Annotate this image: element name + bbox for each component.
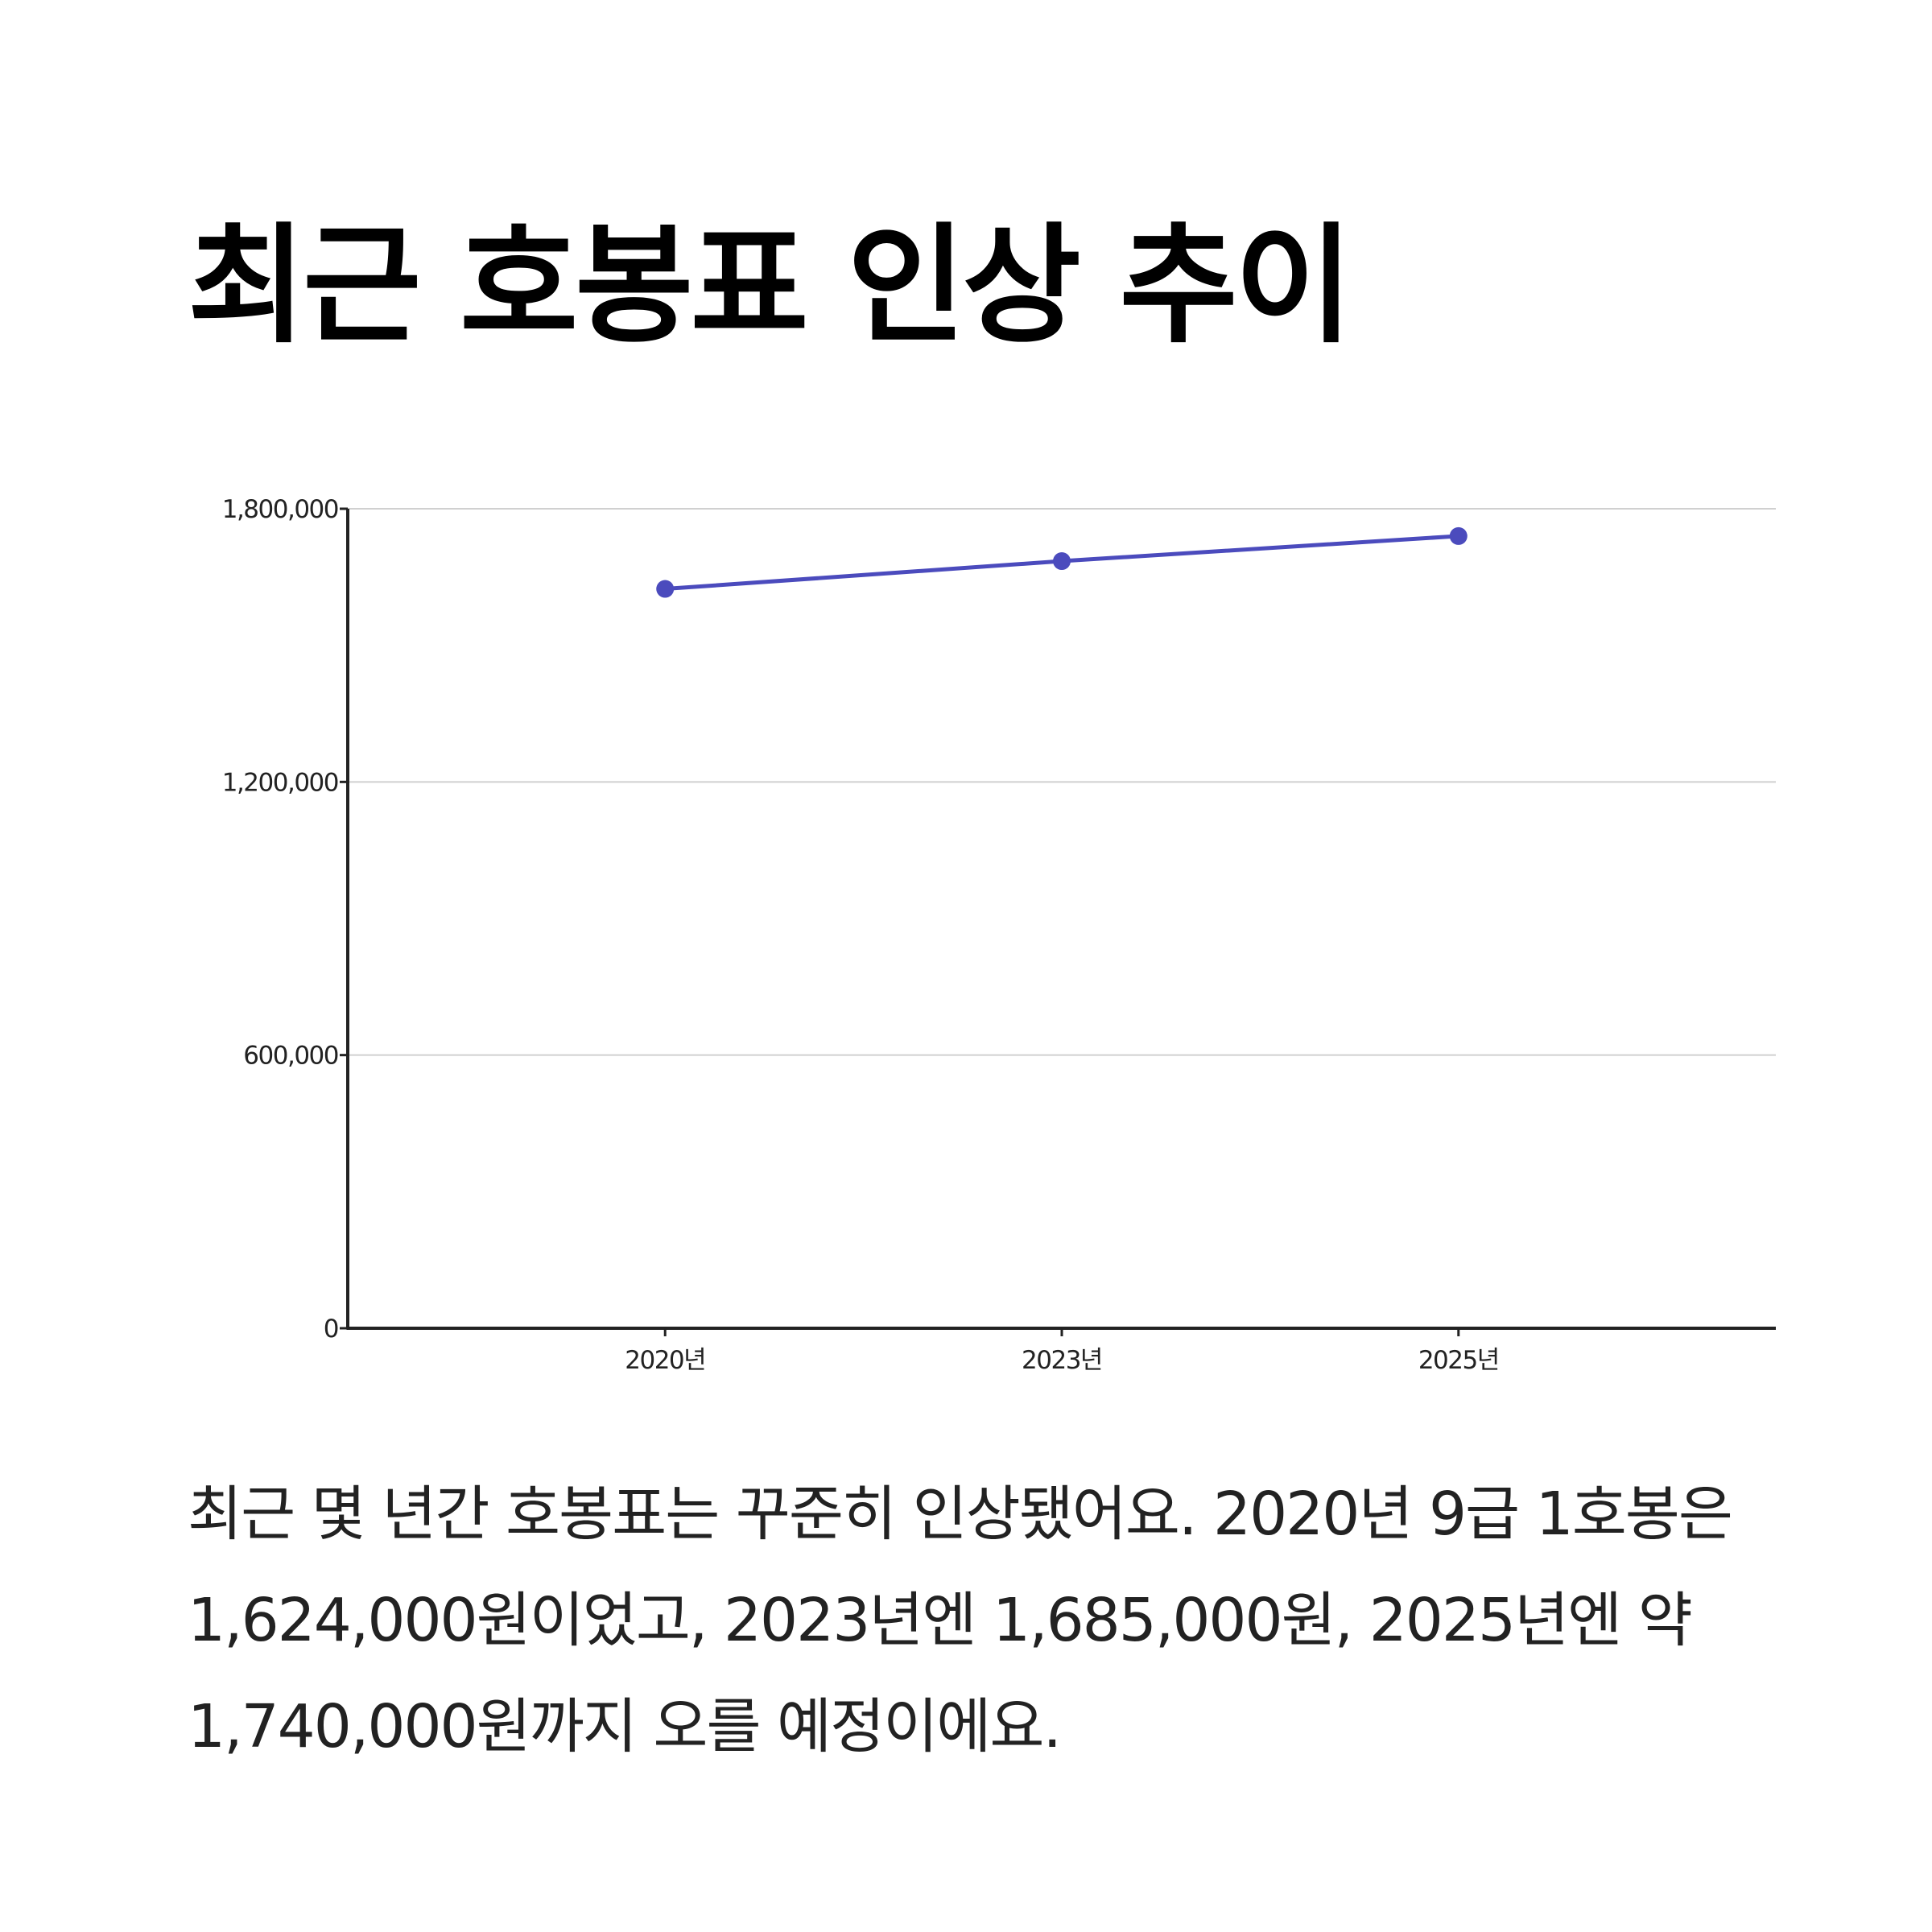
- chart-title: 최근 호봉표 인상 추이: [188, 210, 1350, 361]
- point: [1053, 552, 1071, 571]
- point: [1449, 526, 1468, 545]
- point: [656, 580, 675, 598]
- x-tick-label: 2020년: [625, 1346, 705, 1375]
- description: 최근 몇 년간 호봉표는 꾸준히 인상됐어요. 2020년 9급 1호봉은 1,…: [188, 1480, 1733, 1761]
- x-tick-label: 2023년: [1022, 1346, 1102, 1375]
- y-tick-label: 600,000: [243, 1042, 338, 1071]
- x-tick-label: 2025년: [1418, 1346, 1499, 1375]
- y-tick-label: 1,800,000: [222, 495, 338, 524]
- y-tick-label: 0: [324, 1315, 338, 1344]
- chart: 최근 호봉표 인상 추이 0 600,000 1,200,000 1,800,000 2…: [188, 210, 1776, 1375]
- y-tick-label: 1,200,000: [222, 768, 338, 797]
